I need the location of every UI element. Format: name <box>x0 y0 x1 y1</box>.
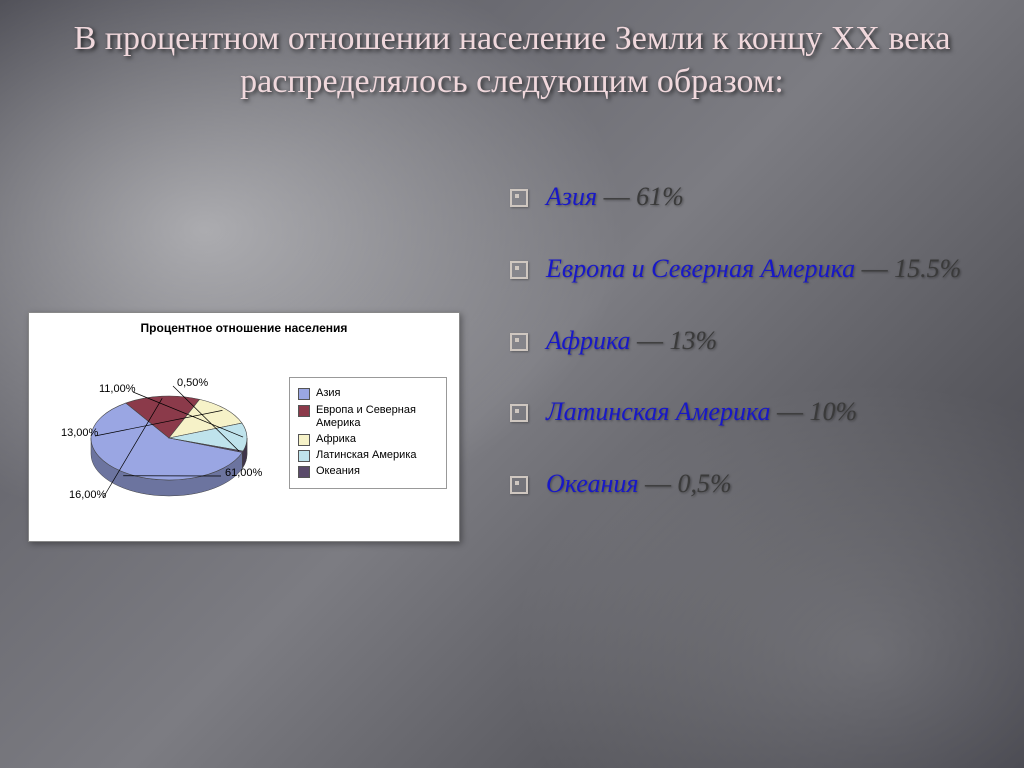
bullet-item: Океания — 0,5% <box>510 467 994 501</box>
bullet-marker-icon <box>510 189 528 207</box>
bullet-marker-icon <box>510 333 528 351</box>
bullet-item: Европа и Северная Америка — 15.5% <box>510 252 994 286</box>
bullet-separator: — <box>597 182 636 211</box>
pie-data-label: 11,00% <box>99 383 136 395</box>
bullet-marker-icon <box>510 261 528 279</box>
bullet-percent: 15.5% <box>894 254 961 283</box>
legend-swatch-icon <box>298 388 310 400</box>
legend-swatch-icon <box>298 405 310 417</box>
pie-chart: 61,00% 16,00% 13,00% 11,00% 0,50% <box>29 343 289 523</box>
pie-data-label: 13,00% <box>61 427 99 439</box>
bullet-item: Африка — 13% <box>510 324 994 358</box>
bullet-text: Азия — 61% <box>546 180 684 214</box>
pie-data-label: 16,00% <box>69 489 107 501</box>
slide: В процентном отношении население Земли к… <box>0 0 1024 768</box>
chart-card: Процентное отношение населения 61,00% 16,… <box>28 312 460 542</box>
pie-data-label: 61,00% <box>225 467 263 479</box>
legend-item: Азия <box>298 387 438 400</box>
legend-item: Африка <box>298 433 438 446</box>
bullet-marker-icon <box>510 404 528 422</box>
bullet-separator: — <box>855 254 894 283</box>
chart-title: Процентное отношение населения <box>29 313 459 339</box>
legend-label: Азия <box>316 387 340 400</box>
legend-label: Европа и Северная Америка <box>316 404 438 430</box>
legend-item: Океания <box>298 465 438 478</box>
bullet-list: Азия — 61% Европа и Северная Америка — 1… <box>510 180 994 539</box>
bullet-percent: 13% <box>669 326 717 355</box>
legend-swatch-icon <box>298 466 310 478</box>
bullet-percent: 0,5% <box>677 469 731 498</box>
chart-body: 61,00% 16,00% 13,00% 11,00% 0,50% Азия Европа… <box>29 339 459 527</box>
pie-data-label: 0,50% <box>177 377 208 389</box>
bullet-region: Океания <box>546 469 638 498</box>
bullet-separator: — <box>770 397 809 426</box>
bullet-region: Европа и Северная Америка <box>546 254 855 283</box>
bullet-region: Азия <box>546 182 597 211</box>
bullet-text: Африка — 13% <box>546 324 717 358</box>
bullet-item: Азия — 61% <box>510 180 994 214</box>
bullet-text: Европа и Северная Америка — 15.5% <box>546 252 961 286</box>
bullet-item: Латинская Америка — 10% <box>510 395 994 429</box>
bullet-region: Африка <box>546 326 630 355</box>
legend-swatch-icon <box>298 434 310 446</box>
legend-label: Африка <box>316 433 356 446</box>
bullet-percent: 10% <box>809 397 857 426</box>
legend-item: Латинская Америка <box>298 449 438 462</box>
slide-title: В процентном отношении население Земли к… <box>40 18 984 103</box>
legend-label: Латинская Америка <box>316 449 417 462</box>
bullet-text: Латинская Америка — 10% <box>546 395 857 429</box>
bullet-separator: — <box>638 469 677 498</box>
bullet-marker-icon <box>510 476 528 494</box>
bullet-separator: — <box>630 326 669 355</box>
bullet-text: Океания — 0,5% <box>546 467 732 501</box>
bullet-percent: 61% <box>636 182 684 211</box>
legend-item: Европа и Северная Америка <box>298 404 438 430</box>
legend-swatch-icon <box>298 450 310 462</box>
legend-label: Океания <box>316 465 360 478</box>
bullet-region: Латинская Америка <box>546 397 770 426</box>
chart-legend: Азия Европа и Северная Америка Африка Латин… <box>289 377 447 488</box>
